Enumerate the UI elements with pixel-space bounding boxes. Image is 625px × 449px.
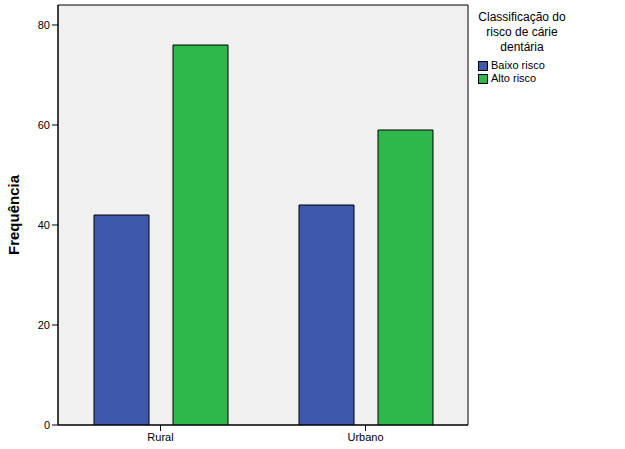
svg-text:Frequência: Frequência [8, 174, 22, 255]
html-text:Classificação do risco de cári: Classificação do risco de cárie dentária [478, 10, 566, 54]
svg-text:20: 20 [38, 319, 50, 331]
svg-text:60: 60 [38, 119, 50, 131]
html-text:Alto risco: Alto risco [491, 72, 537, 84]
svg-text:40: 40 [38, 219, 50, 231]
svg-text:80: 80 [38, 19, 50, 31]
svg-text:Urbano: Urbano [347, 431, 383, 443]
svg-text:Rural: Rural [147, 431, 173, 443]
html-text:Baixo risco: Baixo risco [491, 59, 545, 71]
svg-text:0: 0 [44, 419, 50, 431]
